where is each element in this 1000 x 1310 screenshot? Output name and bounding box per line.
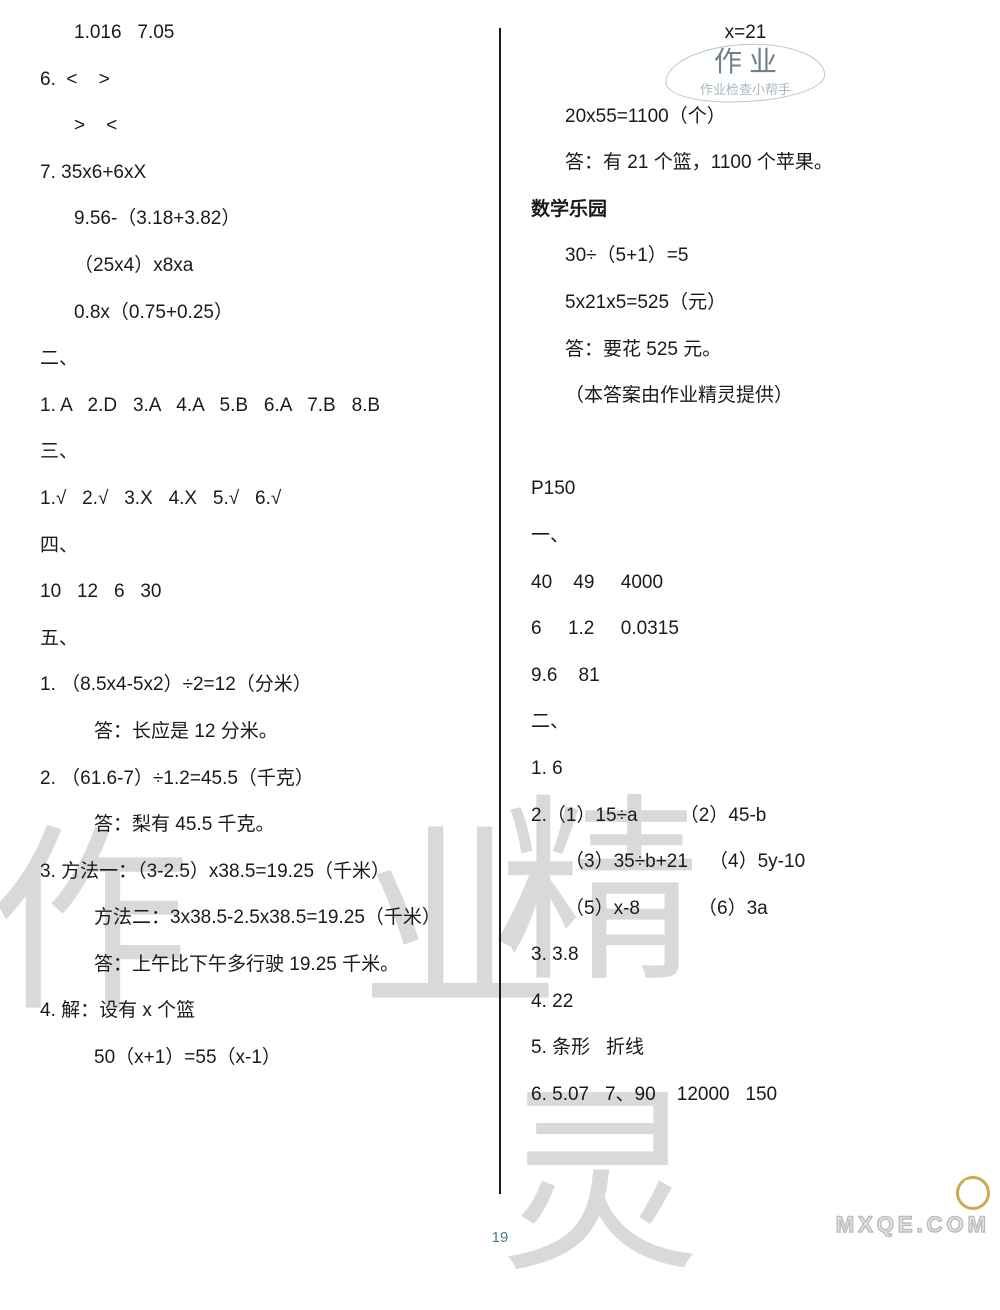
text-line: 1.√ 2.√ 3.X 4.X 5.√ 6.√ [40,486,469,513]
text-line: 6. < > [40,67,469,94]
text-line: 二、 [40,346,469,373]
text-line: 1. 6 [531,756,960,783]
text-line: 五、 [40,626,469,653]
text-line: P150 [531,476,960,503]
text-line: 40 49 4000 [531,570,960,597]
text-line: 一、 [531,523,960,550]
text-line: 3. 方法一：（3-2.5）x38.5=19.25（千米） [40,859,469,886]
stamp-line1: x=21 [671,20,821,47]
text-line: 4. 解：设有 x 个篮 [40,998,469,1025]
text-line: 3. 3.8 [531,942,960,969]
text-line: 10 12 6 30 [40,579,469,606]
text-line: 2.（1）15÷a （2）45-b [531,803,960,830]
text-line: 1. A 2.D 3.A 4.A 5.B 6.A 7.B 8.B [40,393,469,420]
text-line: 9.56-（3.18+3.82） [40,206,469,233]
text-line: 2. （61.6-7）÷1.2=45.5（千克） [40,766,469,793]
text-line: 5. 条形 折线 [531,1035,960,1062]
text-line: 9.6 81 [531,663,960,690]
text-line: 三、 [40,439,469,466]
text-line: （25x4）x8xa [40,253,469,280]
stamp: x=21 作 业 作业检查小帮手 [671,20,821,98]
text-line: 方法二：3x38.5-2.5x38.5=19.25（千米） [40,905,469,932]
text-line: 30÷（5+1）=5 [531,243,960,270]
text-line: （5）x-8 （6）3a [531,896,960,923]
text-line: （本答案由作业精灵提供） [531,383,960,410]
text-line: 20x55=1100（个） [531,104,960,131]
text-line: 6 1.2 0.0315 [531,616,960,643]
text-line: 4. 22 [531,989,960,1016]
text-line: 50（x+1）=55（x-1） [40,1045,469,1072]
text-line: 答：要花 525 元。 [531,337,960,364]
text-line: 6. 5.07 7、90 12000 150 [531,1082,960,1109]
text-line: （3）35÷b+21 （4）5y-10 [531,849,960,876]
text-line: 0.8x（0.75+0.25） [40,300,469,327]
text-line: 5x21x5=525（元） [531,290,960,317]
text-line: 1. （8.5x4-5x2）÷2=12（分米） [40,672,469,699]
text-line: 答：有 21 个篮，1100 个苹果。 [531,150,960,177]
right-column: x=21 作 业 作业检查小帮手 20x55=1100（个） 答：有 21 个篮，… [501,20,960,1214]
text-line: 四、 [40,533,469,560]
text-line: 答：长应是 12 分米。 [40,719,469,746]
page: 1.016 7.05 6. < > > < 7. 35x6+6xX 9.56-（3.18… [0,0,1000,1254]
text-line: 数学乐园 [531,197,960,224]
text-line: 答：上午比下午多行驶 19.25 千米。 [40,952,469,979]
text-line: 7. 35x6+6xX [40,160,469,187]
text-line: 答：梨有 45.5 千克。 [40,812,469,839]
text-line: 二、 [531,709,960,736]
text-line [531,430,960,457]
text-line: 1.016 7.05 [40,20,469,47]
text-line: > < [40,113,469,140]
left-column: 1.016 7.05 6. < > > < 7. 35x6+6xX 9.56-（3.18… [40,20,499,1214]
